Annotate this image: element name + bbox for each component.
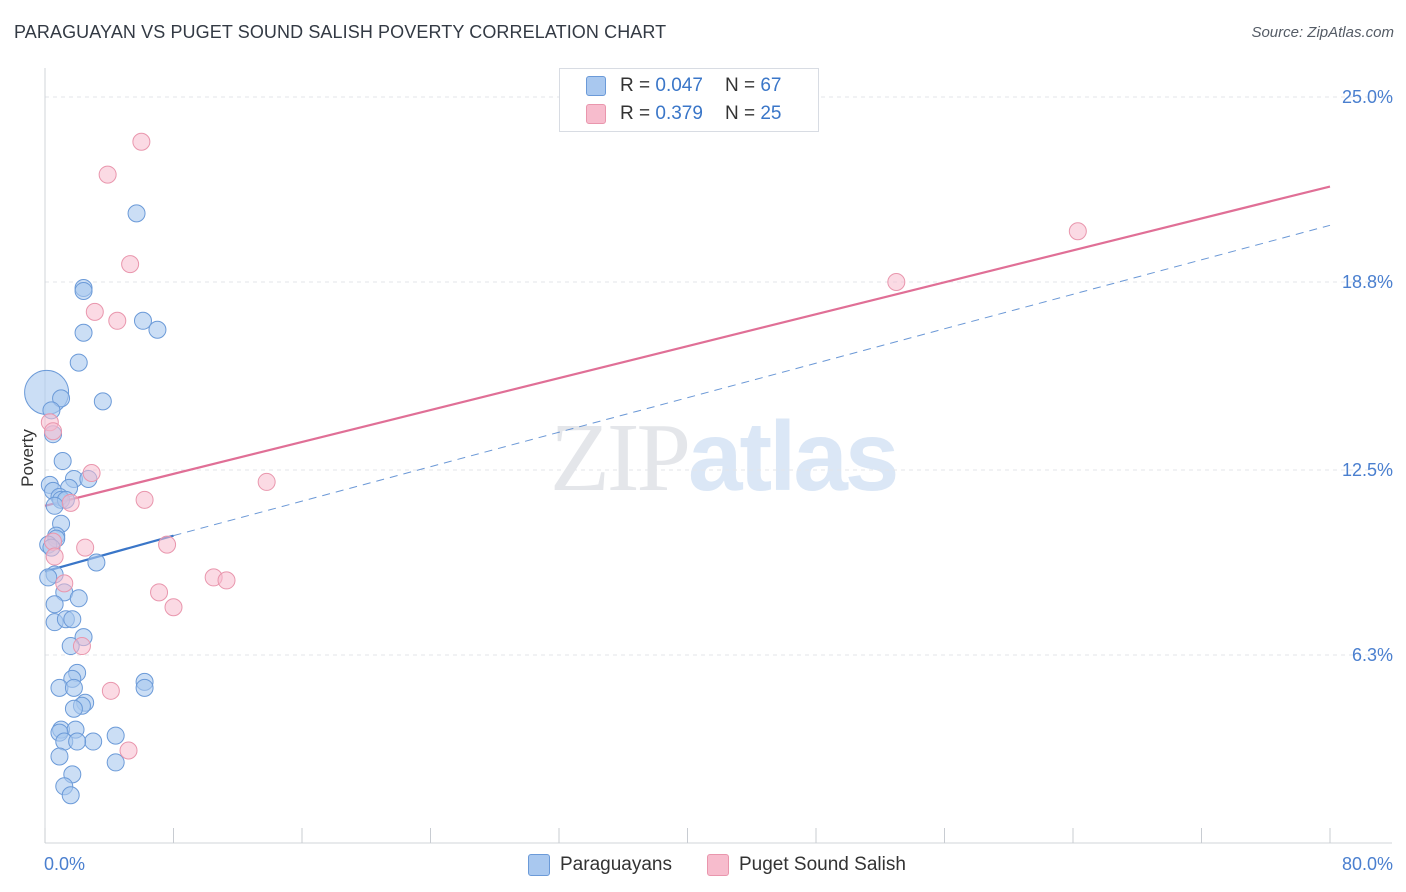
paraguayans-point-21	[45, 496, 64, 515]
watermark-zip: ZIP	[550, 404, 691, 512]
paraguayans-point-4	[133, 311, 152, 330]
puget-sound-salish-point-16	[45, 547, 64, 566]
legend-n-value-1: 67	[760, 75, 782, 96]
puget-sound-salish-point-9	[82, 463, 101, 482]
correlation-legend: R = 0.047 N = 67 R = 0.379 N = 25	[559, 68, 819, 132]
grid-lines	[45, 96, 1392, 656]
paraguayans-point-35	[63, 610, 82, 629]
paraguayans-point-8	[52, 389, 71, 408]
legend-r-label-1: R =	[620, 75, 651, 96]
legend-n-label-1: N =	[724, 75, 756, 96]
chart-title: PARAGUAYAN VS PUGET SOUND SALISH POVERTY…	[14, 22, 667, 42]
paraguayans-point-3	[74, 323, 93, 342]
paraguayans-point-58	[61, 786, 80, 805]
puget-sound-salish-point-18	[217, 571, 236, 590]
paraguayans-point-29	[39, 568, 58, 587]
puget-sound-salish-point-12	[61, 493, 80, 512]
puget-sound-salish-point-21	[164, 598, 183, 617]
puget-sound-salish-point-19	[150, 583, 169, 602]
puget-sound-salish-point-20	[55, 574, 74, 593]
puget-sound-salish-point-14	[158, 535, 177, 554]
paraguayans-point-0	[127, 204, 146, 223]
paraguayans-point-6	[69, 353, 88, 372]
paraguayans-point-52	[84, 732, 103, 751]
puget-sound-salish-trend-line	[44, 185, 1331, 507]
puget-sound-salish-point-0	[132, 132, 151, 151]
y-tick-label-1: 12.5%	[1342, 460, 1393, 480]
y-tick-label-0: 6.3%	[1352, 645, 1393, 665]
puget-sound-salish-point-6	[108, 311, 127, 330]
puget-sound-salish-point-3	[1068, 222, 1087, 241]
puget-sound-salish-point-15	[76, 538, 95, 557]
paraguayans-trend-line	[44, 534, 174, 573]
trend-lines	[44, 185, 1331, 573]
puget-sound-salish-point-10	[257, 472, 276, 491]
legend-r-label-2: R =	[620, 103, 651, 124]
puget-sound-salish-point-13	[44, 532, 63, 551]
legend-row-paraguayans: R = 0.047 N = 67	[586, 73, 781, 99]
legend-r-value-2: 0.379	[655, 103, 703, 124]
paraguayans-point-31	[69, 589, 88, 608]
legend-n-value-2: 25	[760, 103, 782, 124]
paraguayans-point-55	[106, 753, 125, 772]
puget-sound-salish-point-5	[85, 302, 104, 321]
watermark-atlas: atlas	[688, 401, 899, 511]
paraguayans-trend-extension	[173, 224, 1331, 537]
paraguayans-point-46	[64, 699, 83, 718]
bottom-legend-puget-sound-salish: Puget Sound Salish	[707, 852, 906, 878]
puget-sound-salish-point-2	[121, 255, 140, 274]
puget-sound-salish-point-23	[101, 681, 120, 700]
paraguayans-point-32	[45, 595, 64, 614]
legend-swatch-pink	[586, 104, 606, 124]
puget-sound-salish-point-1	[98, 165, 117, 184]
paraguayans-point-27	[87, 553, 106, 572]
bottom-legend-paraguayans: Paraguayans	[528, 852, 672, 878]
puget-sound-salish-point-8	[44, 422, 63, 441]
legend-n-label-2: N =	[724, 103, 756, 124]
series-puget-sound-salish-points	[40, 132, 1087, 760]
bottom-legend-label-paraguayans: Paraguayans	[560, 854, 672, 875]
paraguayans-point-9	[93, 392, 112, 411]
bottom-legend-swatch-blue	[528, 854, 550, 876]
x-tick-label-min: 0.0%	[44, 854, 85, 874]
tick-labels: 6.3% 12.5% 18.8% 25.0% 0.0% 80.0%	[44, 87, 1393, 874]
paraguayans-point-2	[74, 281, 93, 300]
bottom-legend-swatch-pink	[707, 854, 729, 876]
watermark: ZIPatlas	[550, 400, 899, 514]
y-tick-label-2: 18.8%	[1342, 272, 1393, 292]
paraguayans-point-42	[64, 678, 83, 697]
paraguayans-point-53	[68, 732, 87, 751]
legend-r-value-1: 0.047	[655, 75, 703, 96]
paraguayans-point-43	[135, 678, 154, 697]
y-tick-label-3: 25.0%	[1342, 87, 1393, 107]
paraguayans-point-50	[106, 726, 125, 745]
y-axis-label: Poverty	[18, 429, 37, 487]
paraguayans-point-12	[53, 452, 72, 471]
puget-sound-salish-point-11	[135, 490, 154, 509]
paraguayans-point-5	[148, 320, 167, 339]
legend-row-puget-sound-salish: R = 0.379 N = 25	[586, 101, 781, 127]
x-tick-label-max: 80.0%	[1342, 854, 1393, 874]
bottom-legend-label-puget-sound-salish: Puget Sound Salish	[739, 854, 906, 875]
source-label: Source: ZipAtlas.com	[1251, 24, 1394, 41]
puget-sound-salish-point-24	[119, 741, 138, 760]
paraguayans-point-54	[50, 747, 69, 766]
axes	[44, 68, 1392, 844]
legend-swatch-blue	[586, 76, 606, 96]
puget-sound-salish-point-4	[887, 273, 906, 292]
puget-sound-salish-point-22	[72, 637, 91, 656]
